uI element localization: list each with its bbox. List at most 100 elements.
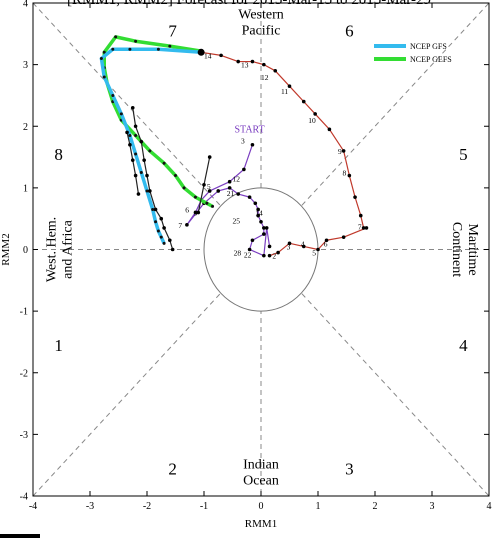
series-point — [99, 56, 103, 60]
series-point — [262, 62, 266, 67]
chart-title: [RMM1, RMM2] Forecast for 2015-Mar-15 to… — [67, 0, 431, 8]
series-point — [119, 112, 123, 116]
day-label: 8 — [343, 168, 347, 177]
y-tick-label: 0 — [23, 245, 28, 256]
day-label: 7 — [178, 221, 182, 230]
series-point — [156, 47, 160, 51]
day-label: 5 — [312, 249, 316, 258]
y-tick-label: -3 — [20, 430, 28, 441]
region-label-line: Indian — [243, 457, 279, 472]
series-point — [256, 207, 260, 212]
series-point — [347, 173, 352, 178]
series-point — [134, 133, 138, 137]
series-point — [111, 47, 115, 51]
region-label-line: Western — [238, 7, 284, 22]
day-label: 12 — [261, 73, 269, 82]
phase-label: 4 — [459, 336, 468, 355]
phase-label: 3 — [345, 459, 354, 478]
series-point — [133, 124, 138, 129]
day-label: 22 — [244, 250, 252, 259]
series-point — [159, 216, 164, 221]
series-point — [324, 238, 329, 243]
series-point — [148, 149, 152, 153]
series-point — [301, 99, 306, 104]
day-label: 11 — [281, 87, 288, 96]
series-point — [341, 149, 346, 153]
series-point — [247, 247, 252, 252]
phase-label: 1 — [54, 336, 63, 355]
series-point — [162, 161, 166, 165]
series-point — [193, 195, 197, 199]
series-point — [128, 133, 132, 137]
phase-label: 6 — [345, 22, 354, 41]
day-label: 6 — [185, 205, 189, 214]
day-label: 10 — [308, 116, 316, 125]
series-point — [262, 253, 266, 258]
series-point — [136, 192, 141, 196]
series-point — [102, 50, 106, 54]
series-point — [267, 244, 272, 249]
series-point — [316, 247, 320, 252]
series-point — [159, 235, 163, 239]
series-point — [162, 241, 166, 245]
series-point — [125, 130, 129, 135]
series-point — [145, 173, 149, 178]
series-point — [142, 158, 146, 162]
y-axis-label: RMM2 — [0, 233, 12, 265]
series-point — [134, 39, 138, 43]
x-tick-label: -4 — [29, 501, 37, 512]
series-point — [253, 201, 258, 206]
series-line — [132, 107, 174, 250]
day-label: 21 — [227, 189, 235, 198]
series-point — [301, 244, 306, 249]
series-point — [236, 59, 240, 64]
y-tick-label: -1 — [20, 307, 28, 318]
series-point — [361, 226, 366, 230]
series-point — [247, 195, 252, 199]
x-axis-label: RMM1 — [245, 518, 277, 530]
x-tick-label: 3 — [430, 501, 435, 512]
series-point — [114, 35, 118, 39]
day-label: 9 — [338, 147, 342, 156]
y-tick-label: 4 — [23, 0, 28, 10]
phase-label: 2 — [168, 459, 177, 478]
y-tick-label: 1 — [23, 183, 28, 194]
series-point — [102, 75, 106, 79]
series-point — [364, 226, 369, 230]
y-tick-label: -2 — [20, 368, 28, 379]
region-label-line: and Africa — [61, 219, 76, 278]
series-point — [156, 229, 160, 233]
series-point — [262, 232, 266, 236]
series-point — [287, 241, 292, 246]
series-point — [259, 219, 263, 224]
x-tick-label: -3 — [86, 501, 94, 512]
y-tick-label: 2 — [23, 122, 28, 133]
series-point — [250, 238, 255, 243]
series-point — [111, 93, 115, 97]
x-tick-label: 0 — [259, 501, 264, 512]
legend-label: NCEP GFS — [410, 42, 447, 51]
day-label: 3 — [287, 242, 291, 251]
region-label: West. Hem. and Africa — [45, 217, 76, 282]
day-label: 12 — [233, 175, 241, 184]
series-point — [168, 44, 172, 48]
series-point — [262, 226, 266, 230]
series-point — [256, 213, 260, 218]
series-point — [353, 195, 357, 199]
series-point — [207, 155, 212, 159]
phase-label: 5 — [459, 145, 468, 164]
series-point — [162, 226, 166, 230]
x-tick-label: -1 — [200, 501, 208, 512]
series-point — [128, 47, 132, 51]
series-point — [130, 105, 135, 110]
series-point — [205, 201, 209, 205]
series-point — [264, 226, 269, 230]
region-label-line: Ocean — [243, 473, 279, 488]
day-label: 14 — [255, 209, 263, 218]
series-point — [227, 179, 232, 184]
series-point — [276, 250, 280, 255]
series-point — [207, 189, 212, 193]
